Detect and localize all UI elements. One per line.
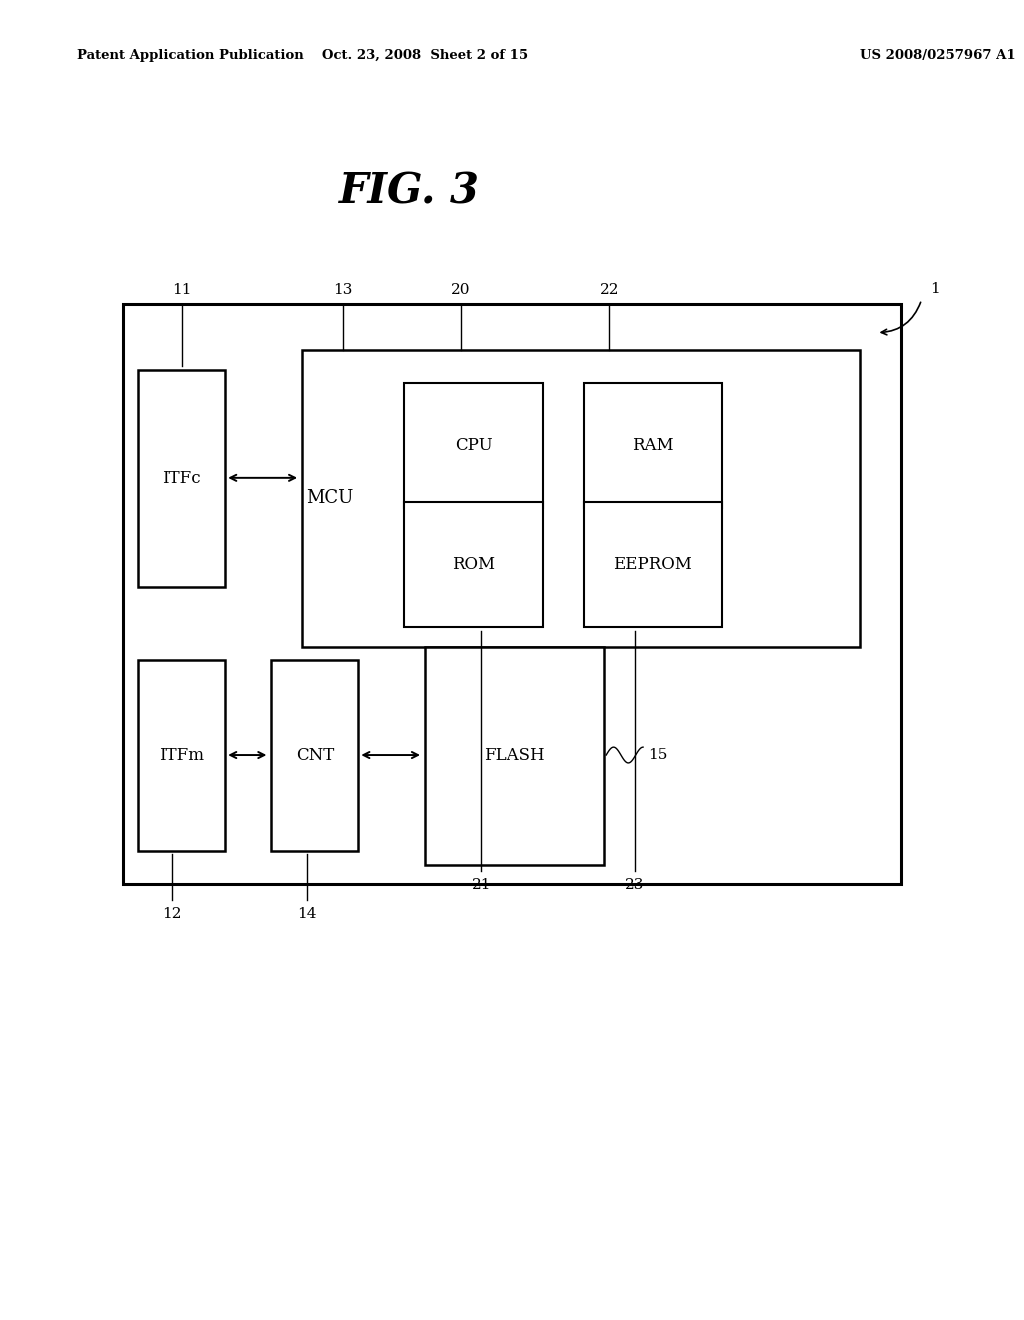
Text: FIG. 3: FIG. 3: [339, 170, 480, 213]
Text: 12: 12: [162, 907, 182, 921]
Text: 23: 23: [626, 878, 644, 892]
Text: 15: 15: [648, 748, 668, 762]
Bar: [123, 304, 901, 884]
Text: ITFc: ITFc: [163, 470, 201, 487]
Bar: [138, 370, 225, 587]
Text: RAM: RAM: [632, 437, 674, 454]
Bar: [404, 383, 543, 508]
Bar: [302, 350, 860, 647]
Text: FLASH: FLASH: [484, 747, 545, 764]
Text: CPU: CPU: [455, 437, 493, 454]
Text: ROM: ROM: [452, 556, 496, 573]
Text: EEPROM: EEPROM: [613, 556, 692, 573]
Text: MCU: MCU: [306, 488, 353, 507]
Text: 20: 20: [451, 282, 471, 297]
Bar: [584, 502, 722, 627]
Text: US 2008/0257967 A1: US 2008/0257967 A1: [860, 49, 1016, 62]
Text: 21: 21: [471, 878, 492, 892]
Text: 13: 13: [334, 282, 352, 297]
Text: 1: 1: [930, 281, 940, 296]
Text: Oct. 23, 2008  Sheet 2 of 15: Oct. 23, 2008 Sheet 2 of 15: [322, 49, 528, 62]
Bar: [138, 660, 225, 851]
Text: 14: 14: [297, 907, 317, 921]
Text: ITFm: ITFm: [160, 747, 204, 764]
Text: CNT: CNT: [296, 747, 334, 764]
Text: 22: 22: [599, 282, 620, 297]
Text: 11: 11: [172, 282, 193, 297]
Text: Patent Application Publication: Patent Application Publication: [77, 49, 303, 62]
Bar: [584, 383, 722, 508]
Bar: [271, 660, 358, 851]
Bar: [425, 647, 604, 865]
Bar: [404, 502, 543, 627]
